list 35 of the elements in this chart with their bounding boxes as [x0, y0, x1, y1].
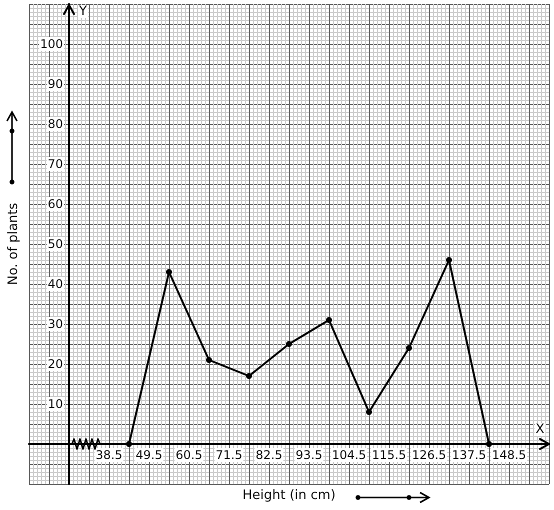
x-tick-label: 38.5	[96, 448, 122, 462]
x-tick-label: 148.5	[492, 448, 526, 462]
x-tick-label: 104.5	[332, 448, 366, 462]
y-tick-label: 20	[48, 357, 63, 371]
point	[326, 317, 332, 323]
y-tick-label: 90	[48, 77, 63, 91]
point	[486, 441, 492, 447]
point	[406, 345, 412, 351]
x-tick-label: 137.5	[452, 448, 486, 462]
point	[446, 257, 452, 263]
y-tick-label: 70	[48, 157, 63, 171]
point	[366, 409, 372, 415]
annotation: Y	[78, 4, 87, 19]
y-tick-label: 30	[48, 317, 63, 331]
y-tick-label: 100	[40, 37, 63, 51]
y-tick-label: 60	[48, 197, 63, 211]
y-axis-title: No. of plants	[6, 202, 21, 286]
x-tick-label: 60.5	[176, 448, 202, 462]
x-tick-label: 71.5	[216, 448, 242, 462]
annotation: X	[536, 422, 545, 437]
x-axis-title: Height (in cm)	[242, 488, 336, 503]
point	[206, 357, 212, 363]
x-tick-label: 49.5	[136, 448, 162, 462]
y-tick-label: 40	[48, 277, 63, 291]
point	[166, 269, 172, 275]
x-tick-label: 126.5	[412, 448, 446, 462]
y-tick-label: 10	[48, 397, 63, 411]
point	[246, 373, 252, 379]
x-tick-label: 93.5	[296, 448, 322, 462]
y-tick-label: 50	[48, 237, 63, 251]
y-tick-label: 80	[48, 117, 63, 131]
x-tick-label: 115.5	[372, 448, 406, 462]
point	[126, 441, 132, 447]
point	[286, 341, 292, 347]
x-tick-label: 82.5	[256, 448, 282, 462]
